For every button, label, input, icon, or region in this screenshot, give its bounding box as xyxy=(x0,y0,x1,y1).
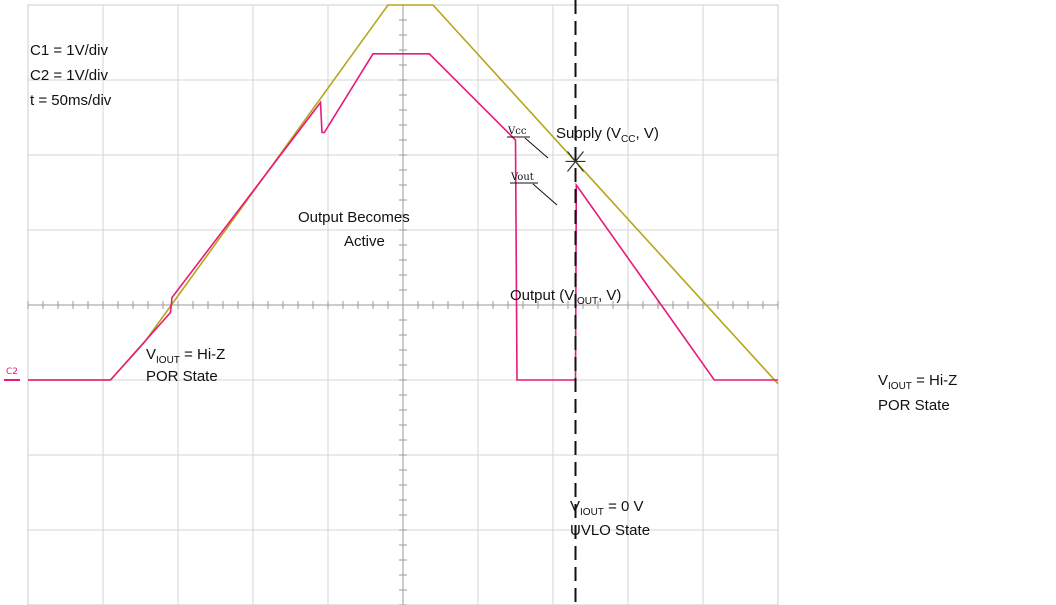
right-state-line1: VIOUT = Hi-Z xyxy=(878,372,957,392)
right-state-line2: POR State xyxy=(878,397,950,414)
supply-annotation: Supply (VCC, V) xyxy=(556,125,659,145)
setting-c2: C2 = 1V/div xyxy=(30,67,108,84)
output-annotation: Output (VIOUT, V) xyxy=(510,287,621,307)
setting-c1: C1 = 1V/div xyxy=(30,42,108,59)
uvlo-state-line2: UVLO State xyxy=(570,522,650,539)
series-line-vout xyxy=(28,52,778,381)
vcc-tag-leader xyxy=(524,137,549,159)
vout-tag: Vout xyxy=(510,172,534,183)
vcc-tag: Vcc xyxy=(507,126,527,137)
cursor-marker-cross xyxy=(565,151,586,172)
becomes-active-line1: Output Becomes xyxy=(298,209,410,226)
left-state-line2: POR State xyxy=(146,368,218,385)
center-axis-ticks xyxy=(27,4,779,605)
uvlo-state-line1: VIOUT = 0 V xyxy=(570,498,644,518)
left-state-line1: VIOUT = Hi-Z xyxy=(146,346,225,366)
cursor-marker-icon xyxy=(565,151,586,172)
channel-marker-label: C2 xyxy=(6,367,18,377)
vout-tag-leader xyxy=(532,183,558,206)
setting-timebase: t = 50ms/div xyxy=(30,92,112,109)
becomes-active-line2: Active xyxy=(344,233,385,250)
